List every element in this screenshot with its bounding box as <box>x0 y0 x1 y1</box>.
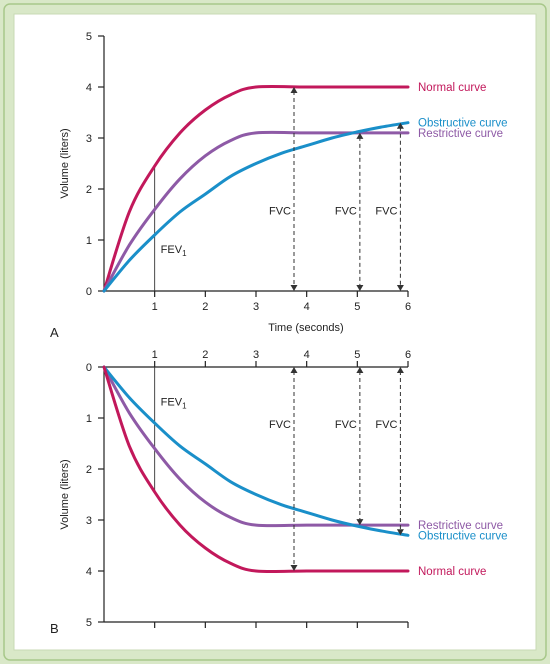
obstructive-curve-line <box>102 365 410 537</box>
x-tick-label: 5 <box>354 301 360 313</box>
panel-label: B <box>50 621 59 636</box>
x-tick-label: 3 <box>253 349 259 361</box>
restrictive-curve-label: Restrictive curve <box>418 520 503 532</box>
normal-curve-line <box>102 365 410 574</box>
fvc-arrowhead-down <box>356 285 364 291</box>
fvc-arrowhead-up <box>396 367 404 373</box>
fvc-arrowhead-down <box>396 285 404 291</box>
fev1-label: FEV1 <box>161 244 187 258</box>
fvc-label: FVC <box>375 419 397 431</box>
fvc-label: FVC <box>375 206 397 218</box>
y-tick-label: 0 <box>86 286 92 298</box>
fvc-arrowhead-up <box>290 367 298 373</box>
fvc-arrowhead-up <box>396 122 404 129</box>
y-tick-label: 4 <box>86 82 92 94</box>
normal-curve-label: Normal curve <box>418 566 486 578</box>
fvc-arrowhead-up <box>356 367 364 373</box>
fvc-arrowhead-down <box>396 529 404 536</box>
fvc-arrowhead-up <box>290 87 298 93</box>
obstructive-curve-label: Obstructive curve <box>418 118 507 130</box>
restrictive-curve-line <box>102 130 410 293</box>
fvc-arrowhead-down <box>290 565 298 571</box>
x-tick-label: 6 <box>405 349 411 361</box>
restrictive-curve-label: Restrictive curve <box>418 128 503 140</box>
y-tick-label: 2 <box>86 184 92 196</box>
y-tick-label: 1 <box>86 235 92 247</box>
obstructive-curve-label: Obstructive curve <box>418 530 507 542</box>
x-tick-label: 6 <box>405 301 411 313</box>
y-tick-label: 4 <box>86 566 92 578</box>
fev1-label-subscript: 1 <box>182 249 187 258</box>
y-tick-label: 0 <box>86 362 92 374</box>
fvc-label: FVC <box>335 206 357 218</box>
fev1-label-main: FEV <box>161 244 183 256</box>
restrictive-curve-line <box>102 365 410 528</box>
y-tick-label: 1 <box>86 413 92 425</box>
y-axis-label: Volume (liters) <box>59 459 71 529</box>
x-tick-label: 2 <box>202 349 208 361</box>
panel-a: 0 1 2 3 4 5 1 2 3 4 5 6 Volume (liters) Time (seconds… <box>50 31 507 340</box>
y-tick-label: 3 <box>86 133 92 145</box>
x-tick-label: 4 <box>304 349 310 361</box>
x-tick-label: 3 <box>253 301 259 313</box>
fvc-arrowhead-up <box>356 132 364 139</box>
x-axis-label: Time (seconds) <box>268 322 343 334</box>
fev1-label-main: FEV <box>161 396 183 408</box>
fvc-label: FVC <box>335 419 357 431</box>
y-tick-label: 3 <box>86 515 92 527</box>
y-tick-label: 5 <box>86 617 92 629</box>
fev1-label-subscript: 1 <box>182 401 187 410</box>
x-tick-label: 4 <box>304 301 310 313</box>
fvc-label: FVC <box>269 419 291 431</box>
figure-frame-border <box>3 3 547 661</box>
fvc-arrowhead-down <box>356 519 364 526</box>
normal-curve-line <box>102 84 410 293</box>
fvc-arrowhead-down <box>290 285 298 291</box>
y-axis-label: Volume (liters) <box>59 128 71 198</box>
y-tick-label: 5 <box>86 31 92 43</box>
fvc-label: FVC <box>269 206 291 218</box>
obstructive-curve-line <box>102 121 410 293</box>
normal-curve-label: Normal curve <box>418 82 486 94</box>
panel-label: A <box>50 325 59 340</box>
x-tick-label: 1 <box>152 301 158 313</box>
y-tick-label: 2 <box>86 464 92 476</box>
fev1-label: FEV1 <box>161 396 187 410</box>
x-tick-label: 2 <box>202 301 208 313</box>
x-tick-label: 5 <box>354 349 360 361</box>
figure-panel <box>13 13 537 651</box>
x-tick-label: 1 <box>152 349 158 361</box>
